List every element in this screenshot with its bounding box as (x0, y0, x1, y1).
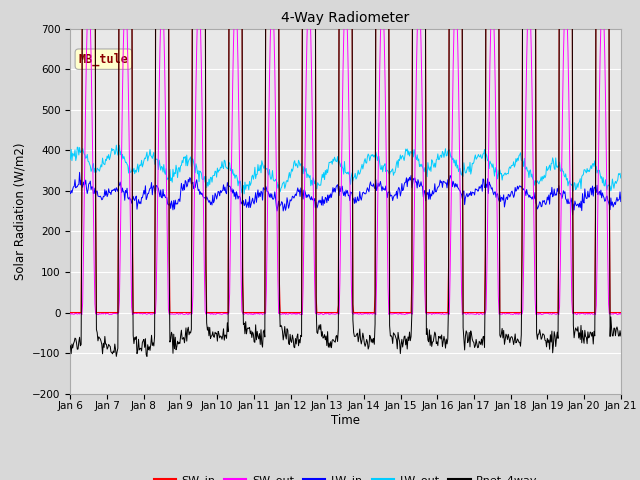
LW_out (67, 156, 74, 162)
Rnet_4way (77, 343, 84, 348)
LW_out (134, 161, 141, 167)
Y-axis label: Solar Radiation (W/m2): Solar Radiation (W/m2) (13, 143, 27, 280)
SW_out (133, 311, 141, 316)
LW_in (77, 177, 85, 183)
SW_out (429, 311, 436, 317)
Line: LW_in: LW_in (70, 172, 621, 215)
Rnet_4way (220, 326, 227, 332)
SW_in (218, 310, 226, 315)
Rnet_4way (133, 351, 141, 357)
SW_in (77, 310, 84, 315)
LW_out (219, 164, 227, 170)
Legend: SW_in, SW_out, LW_in, LW_out, Rnet_4way: SW_in, SW_out, LW_in, LW_out, Rnet_4way (149, 470, 542, 480)
SW_out (218, 312, 226, 317)
LW_in (190, 186, 198, 192)
LW_in (134, 201, 141, 206)
LW_in (569, 212, 577, 218)
SW_out (67, 311, 74, 317)
Rnet_4way (617, 333, 625, 339)
Title: 4-Way Radiometer: 4-Way Radiometer (282, 11, 410, 25)
LW_out (113, 142, 120, 148)
LW_in (429, 191, 437, 197)
X-axis label: Time: Time (331, 414, 360, 427)
SW_in (133, 310, 141, 315)
LW_out (241, 191, 248, 197)
Text: MB_tule: MB_tule (79, 52, 129, 66)
LW_out (190, 159, 198, 165)
LW_in (617, 199, 625, 204)
LW_out (77, 150, 84, 156)
Rnet_4way (430, 334, 438, 340)
SW_in (429, 310, 436, 315)
LW_in (219, 188, 227, 193)
SW_out (573, 312, 580, 317)
SW_in (67, 310, 74, 315)
Line: Rnet_4way: Rnet_4way (70, 0, 621, 357)
LW_out (414, 158, 422, 164)
SW_out (617, 311, 625, 316)
SW_out (413, 67, 420, 73)
LW_in (76, 169, 83, 175)
LW_in (413, 185, 421, 191)
Rnet_4way (143, 354, 151, 360)
LW_in (67, 191, 74, 196)
SW_out (189, 293, 196, 299)
SW_in (617, 310, 625, 315)
LW_out (430, 165, 438, 170)
Line: SW_in: SW_in (70, 0, 621, 312)
Line: SW_out: SW_out (70, 0, 621, 314)
LW_out (617, 175, 625, 181)
Line: LW_out: LW_out (70, 145, 621, 194)
SW_out (77, 310, 84, 316)
Rnet_4way (67, 343, 74, 348)
